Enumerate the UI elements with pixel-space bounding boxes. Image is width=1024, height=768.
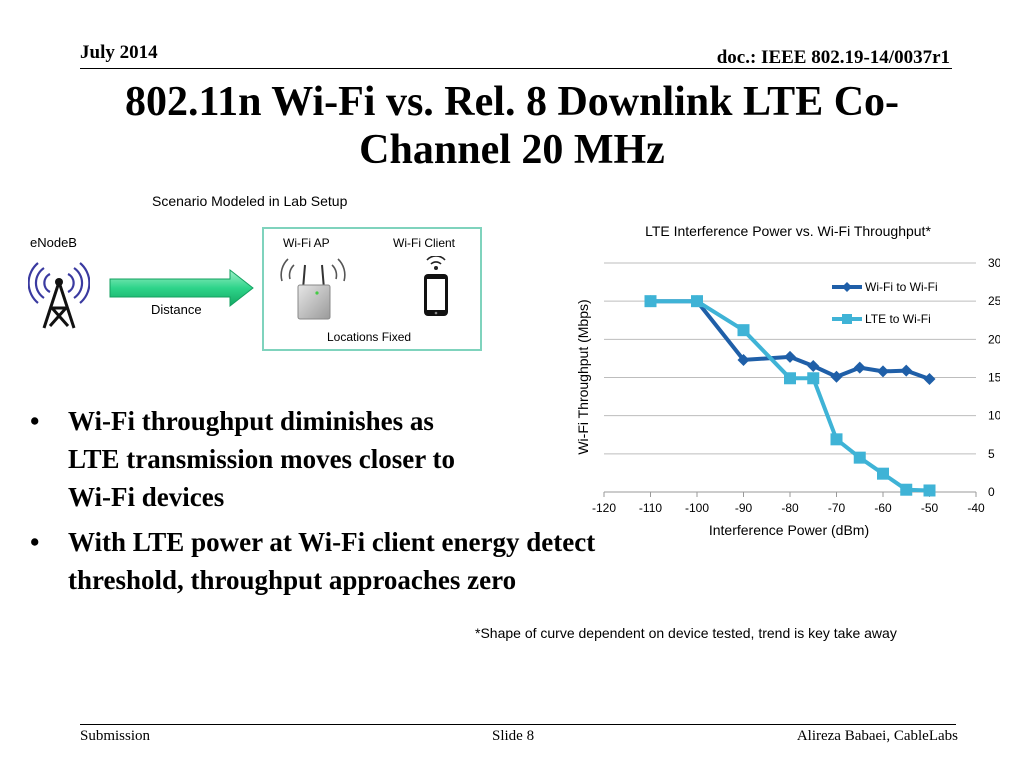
data-point (900, 483, 913, 496)
series-line (650, 299, 930, 493)
data-point (830, 433, 843, 446)
footer-author: Alireza Babaei, CableLabs (796, 728, 958, 744)
bullet-text: Wi-Fi throughput diminishes as LTE trans… (68, 406, 456, 512)
y-tick-label: 10 (988, 409, 1000, 423)
x-tick-label: -60 (874, 501, 892, 515)
y-tick-label: 20 (988, 332, 1000, 346)
arrow-right-icon (109, 268, 254, 308)
legend-marker (842, 282, 852, 292)
data-point (923, 373, 936, 386)
legend-marker (842, 314, 852, 324)
slide-title: 802.11n Wi-Fi vs. Rel. 8 Downlink LTE Co… (124, 79, 900, 173)
document-id: doc.: IEEE 802.19-14/0037r1 (716, 47, 950, 68)
chart-title: LTE Interference Power vs. Wi-Fi Through… (645, 223, 931, 239)
legend-label: LTE to Wi-Fi (865, 312, 931, 326)
locations-fixed-label: Locations Fixed (327, 330, 412, 344)
data-point (784, 350, 796, 363)
wifi-ap-label: Wi-Fi AP (283, 236, 330, 250)
x-tick-label: -80 (781, 501, 799, 515)
chart-series (644, 295, 936, 497)
header-date: July 2014 (80, 42, 158, 63)
data-point (737, 353, 750, 366)
antenna-tower-icon (28, 262, 90, 329)
smartphone-icon (424, 256, 448, 316)
data-point (807, 360, 820, 373)
wifi-client-label: Wi-Fi Client (393, 236, 455, 250)
data-point (877, 365, 889, 378)
data-point (923, 484, 936, 497)
x-tick-label: -90 (735, 501, 753, 515)
x-tick-label: -110 (639, 501, 662, 515)
data-point (900, 364, 913, 377)
y-axis-label: Wi-Fi Throughput (Mbps) (575, 299, 591, 454)
wifi-access-point-icon (280, 258, 346, 320)
bullet-marker: • (30, 406, 40, 436)
series-line (650, 299, 931, 381)
data-point (691, 295, 703, 308)
x-axis-label: Interference Power (dBm) (709, 522, 869, 538)
chart-legend: Wi-Fi to Wi-Fi LTE to Wi-Fi (832, 280, 938, 326)
y-axis-ticks: 0 5 10 15 20 25 30 (988, 256, 1000, 499)
x-tick-label: -50 (921, 501, 939, 515)
distance-label: Distance (151, 302, 202, 317)
data-point (644, 295, 657, 308)
throughput-chart: LTE Interference Power vs. Wi-Fi Through… (575, 223, 1000, 538)
bullet-item: • With LTE power at Wi-Fi client energy … (30, 523, 608, 599)
header-divider (80, 68, 952, 69)
x-tick-label: -70 (828, 501, 846, 515)
scenario-heading: Scenario Modeled in Lab Setup (152, 193, 348, 209)
chart-footnote: *Shape of curve dependent on device test… (475, 625, 897, 641)
data-point (737, 324, 750, 337)
footer-submission: Submission (80, 728, 151, 744)
x-tick-label: -120 (592, 501, 616, 515)
data-point (830, 370, 843, 383)
bullet-text: With LTE power at Wi-Fi client energy de… (68, 527, 596, 595)
bullet-list: • Wi-Fi throughput diminishes as LTE tra… (30, 402, 608, 606)
enodeb-label: eNodeB (30, 235, 77, 250)
bullet-item: • Wi-Fi throughput diminishes as LTE tra… (30, 402, 488, 516)
y-tick-label: 5 (988, 447, 995, 461)
footer-divider (80, 724, 956, 725)
bullet-marker: • (30, 527, 40, 557)
data-point (853, 451, 866, 464)
data-point (807, 372, 820, 385)
footer-slide-number: Slide 8 (492, 728, 535, 744)
data-point (853, 361, 866, 374)
fixed-devices-box (262, 227, 482, 351)
y-tick-label: 0 (988, 485, 995, 499)
x-tick-label: -100 (685, 501, 709, 515)
y-tick-label: 25 (988, 294, 1000, 308)
y-tick-label: 15 (988, 371, 1000, 385)
data-point (784, 372, 796, 385)
x-tick-label: -40 (967, 501, 985, 515)
legend-label: Wi-Fi to Wi-Fi (865, 280, 938, 294)
x-axis-ticks: -120 -110 -100 -90 -80 -70 -60 -50 -40 (592, 492, 985, 515)
data-point (877, 467, 889, 480)
y-tick-label: 30 (988, 256, 1000, 270)
